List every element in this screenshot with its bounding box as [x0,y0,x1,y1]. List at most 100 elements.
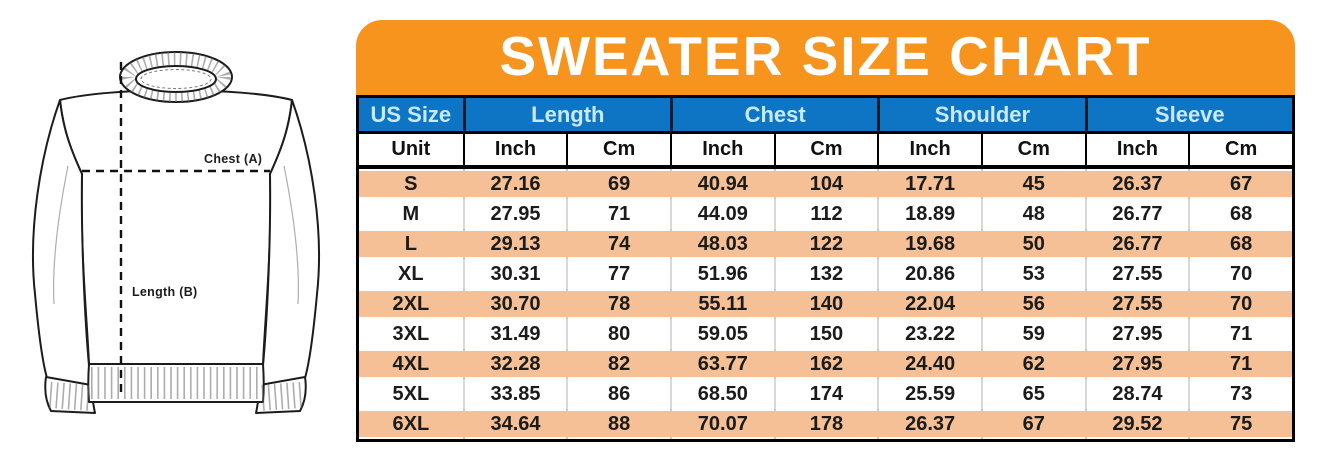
table-row: 6XL 34.64 88 70.07 178 26.37 67 29.52 75 [359,409,1292,439]
value-cell: 62 [980,349,1085,379]
column-group-row: US Size Length Chest Shoulder Sleeve [359,98,1292,134]
unit-header-cell: Inch [669,134,774,169]
unit-header-cell: Inch [462,134,567,169]
unit-header-cell: Cm [773,134,878,169]
left-cuff-ribbing [50,395,92,398]
value-cell: 50 [980,229,1085,259]
right-cuff-ribbing [259,395,301,398]
value-cell: 27.95 [462,199,567,229]
value-cell: 75 [1188,409,1292,439]
size-cell: S [359,169,463,199]
value-cell: 78 [566,289,670,319]
value-cell: 122 [773,229,878,259]
value-cell: 178 [773,409,878,439]
value-cell: 65 [980,379,1085,409]
value-cell: 32.28 [462,349,567,379]
unit-header-cell: Cm [1188,134,1292,169]
value-cell: 162 [773,349,878,379]
value-cell: 27.55 [1084,259,1189,289]
value-cell: 29.52 [1084,409,1189,439]
size-cell: 4XL [359,349,463,379]
value-cell: 27.16 [462,169,567,199]
table-row: S 27.16 69 40.94 104 17.71 45 26.37 67 [359,169,1292,199]
value-cell: 45 [980,169,1085,199]
value-cell: 74 [566,229,670,259]
chest-measure-label: Chest (A) [204,152,262,166]
value-cell: 26.77 [1084,229,1189,259]
value-cell: 30.70 [462,289,567,319]
value-cell: 31.49 [462,319,567,349]
size-table-body: S 27.16 69 40.94 104 17.71 45 26.37 67 M 27.95 71 44… [359,169,1292,439]
value-cell: 18.89 [877,199,981,229]
value-cell: 112 [773,199,878,229]
value-cell: 140 [773,289,878,319]
value-cell: 33.85 [462,379,567,409]
value-cell: 86 [566,379,670,409]
size-cell: 6XL [359,409,463,439]
size-table: US Size Length Chest Shoulder Sleeve Uni… [356,95,1295,442]
col-group-chest: Chest [669,98,878,134]
table-row: 5XL 33.85 86 68.50 174 25.59 65 28.74 73 [359,379,1292,409]
value-cell: 70 [1188,259,1292,289]
size-cell: 3XL [359,319,463,349]
length-measure-label: Length (B) [132,285,197,299]
value-cell: 23.22 [877,319,981,349]
size-cell: L [359,229,463,259]
value-cell: 70.07 [669,409,774,439]
size-cell: XL [359,259,463,289]
unit-header-cell: Inch [877,134,981,169]
value-cell: 26.77 [1084,199,1189,229]
value-cell: 132 [773,259,878,289]
value-cell: 26.37 [877,409,981,439]
value-cell: 69 [566,169,670,199]
table-row: 3XL 31.49 80 59.05 150 23.22 59 27.95 71 [359,319,1292,349]
value-cell: 150 [773,319,878,349]
size-cell: 5XL [359,379,463,409]
left-sleeve-fold-line [54,166,68,304]
value-cell: 73 [1188,379,1292,409]
value-cell: 67 [1188,169,1292,199]
value-cell: 19.68 [877,229,981,259]
value-cell: 59 [980,319,1085,349]
value-cell: 174 [773,379,878,409]
value-cell: 28.74 [1084,379,1189,409]
value-cell: 34.64 [462,409,567,439]
value-cell: 27.95 [1084,319,1189,349]
table-row: L 29.13 74 48.03 122 19.68 50 26.77 68 [359,229,1292,259]
value-cell: 56 [980,289,1085,319]
value-cell: 20.86 [877,259,981,289]
unit-header-cell: Cm [566,134,670,169]
value-cell: 71 [566,199,670,229]
value-cell: 104 [773,169,878,199]
value-cell: 27.55 [1084,289,1189,319]
unit-header-cell: Cm [980,134,1085,169]
col-group-length: Length [462,98,670,134]
value-cell: 51.96 [669,259,774,289]
value-cell: 27.95 [1084,349,1189,379]
value-cell: 17.71 [877,169,981,199]
value-cell: 70 [1188,289,1292,319]
col-group-sleeve: Sleeve [1084,98,1292,134]
value-cell: 67 [980,409,1085,439]
value-cell: 63.77 [669,349,774,379]
value-cell: 68.50 [669,379,774,409]
col-group-shoulder: Shoulder [877,98,1085,134]
size-cell: 2XL [359,289,463,319]
value-cell: 80 [566,319,670,349]
value-cell: 22.04 [877,289,981,319]
value-cell: 48.03 [669,229,774,259]
value-cell: 55.11 [669,289,774,319]
unit-header-cell: Inch [1084,134,1189,169]
value-cell: 82 [566,349,670,379]
table-row: M 27.95 71 44.09 112 18.89 48 26.77 68 [359,199,1292,229]
value-cell: 26.37 [1084,169,1189,199]
chart-title: SWEATER SIZE CHART [499,25,1152,87]
value-cell: 68 [1188,199,1292,229]
value-cell: 77 [566,259,670,289]
value-cell: 71 [1188,319,1292,349]
sweater-diagram: Chest (A) Length (B) [20,46,332,424]
value-cell: 71 [1188,349,1292,379]
sweater-body [60,90,292,364]
value-cell: 25.59 [877,379,981,409]
